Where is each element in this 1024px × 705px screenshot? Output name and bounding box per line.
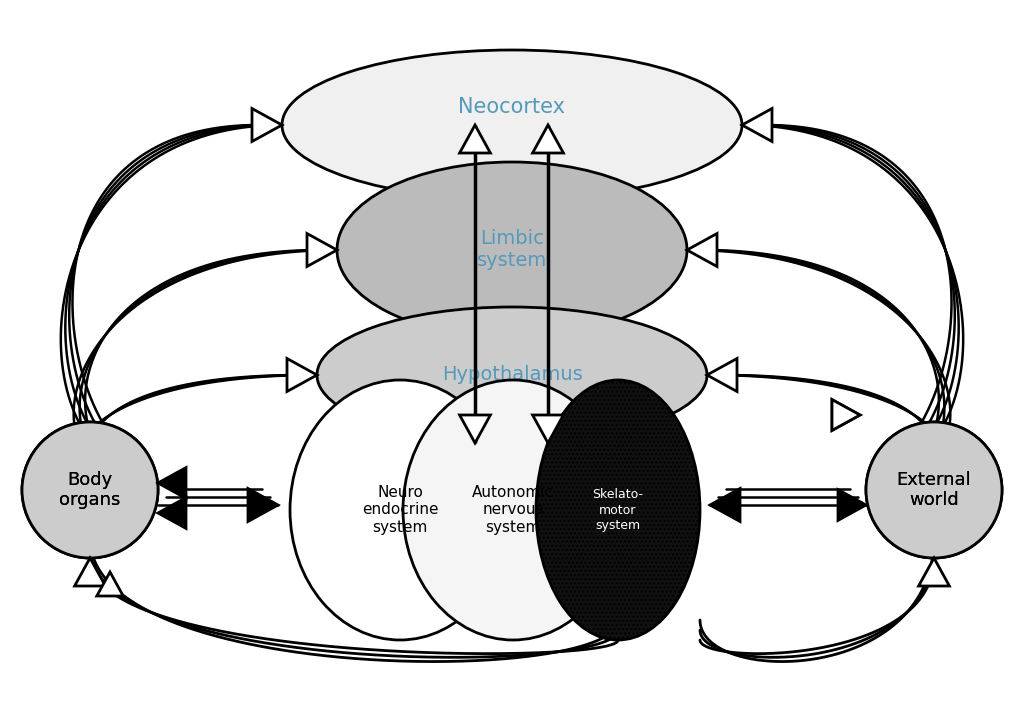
Polygon shape — [687, 233, 717, 266]
Polygon shape — [707, 359, 737, 391]
Text: External
world: External world — [897, 471, 972, 510]
Polygon shape — [838, 489, 866, 520]
Text: Body
organs: Body organs — [59, 471, 121, 510]
Circle shape — [22, 422, 158, 558]
Ellipse shape — [282, 50, 742, 200]
Polygon shape — [532, 125, 563, 153]
Polygon shape — [158, 467, 186, 498]
Polygon shape — [831, 400, 860, 430]
Text: Hypothalamus: Hypothalamus — [441, 365, 583, 384]
Polygon shape — [831, 400, 860, 430]
Circle shape — [866, 422, 1002, 558]
Circle shape — [22, 422, 158, 558]
Ellipse shape — [403, 380, 623, 640]
Polygon shape — [97, 572, 123, 596]
Text: Skelato-
motor
system: Skelato- motor system — [593, 489, 643, 532]
Polygon shape — [158, 498, 186, 529]
Polygon shape — [710, 489, 740, 522]
Polygon shape — [307, 233, 337, 266]
Polygon shape — [460, 415, 490, 443]
Circle shape — [866, 422, 1002, 558]
Text: Body
organs: Body organs — [59, 471, 121, 510]
Polygon shape — [252, 109, 282, 142]
Polygon shape — [742, 109, 772, 142]
Ellipse shape — [536, 380, 700, 640]
Text: Neuro
endocrine
system: Neuro endocrine system — [361, 485, 438, 535]
Ellipse shape — [337, 162, 687, 338]
Polygon shape — [248, 489, 278, 522]
Text: External
world: External world — [897, 471, 972, 510]
Polygon shape — [532, 415, 563, 443]
Ellipse shape — [290, 380, 510, 640]
Polygon shape — [460, 125, 490, 153]
Polygon shape — [75, 558, 105, 586]
Text: Neocortex: Neocortex — [459, 97, 565, 117]
Text: Autonomic
nervous
system: Autonomic nervous system — [472, 485, 554, 535]
Polygon shape — [919, 558, 949, 586]
Polygon shape — [287, 359, 317, 391]
Text: Limbic
system: Limbic system — [477, 230, 547, 271]
Ellipse shape — [317, 307, 707, 443]
